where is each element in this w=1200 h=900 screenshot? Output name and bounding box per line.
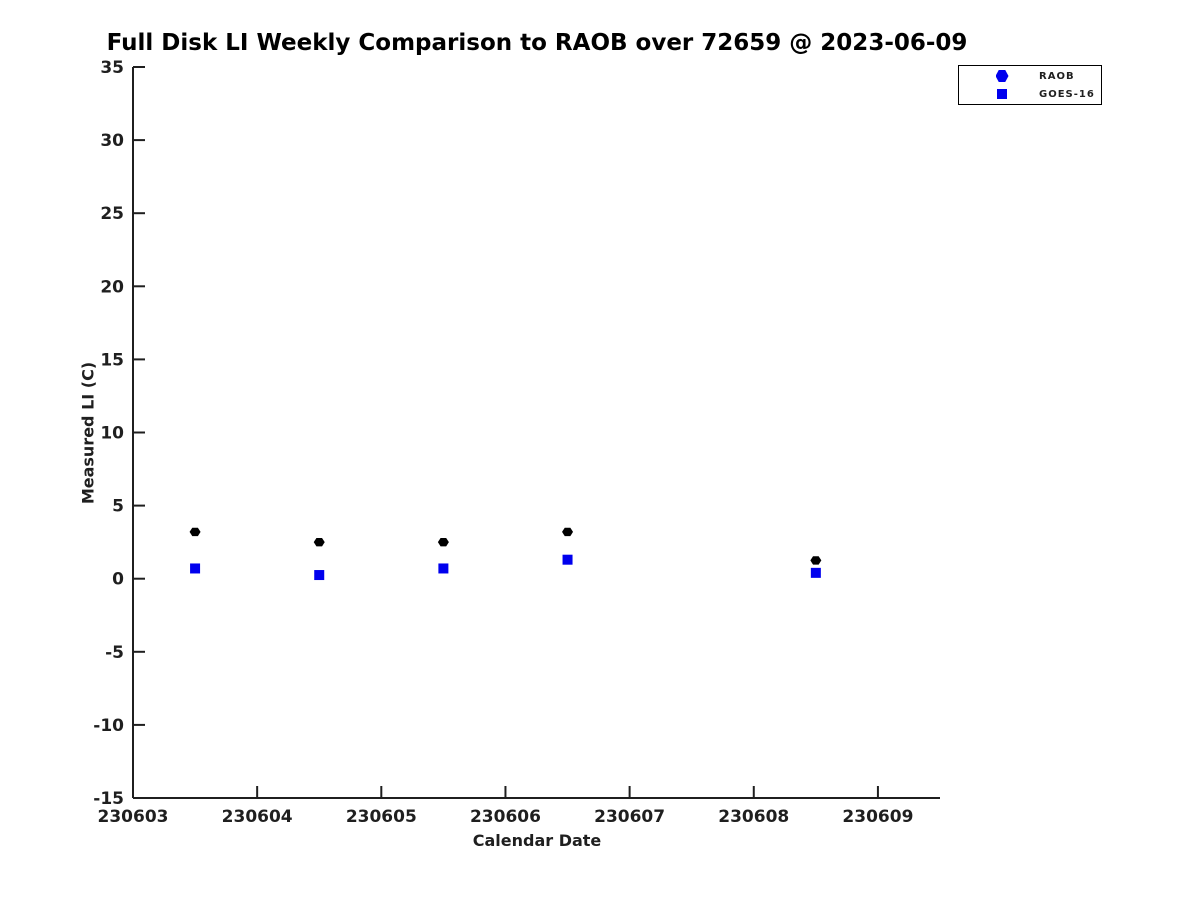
goes16-marker — [562, 554, 573, 565]
goes16-legend-marker-icon — [997, 89, 1007, 99]
raob-marker — [562, 527, 574, 537]
goes16-marker — [810, 567, 821, 578]
raob-marker — [437, 537, 449, 547]
y-tick-label: 10 — [100, 424, 124, 444]
y-tick-label: 35 — [100, 58, 124, 78]
y-tick-label: 15 — [100, 350, 124, 370]
raob-marker — [810, 556, 822, 565]
y-tick-label: 25 — [100, 204, 124, 224]
goes16-marker — [190, 563, 201, 574]
legend: RAOB GOES-16 — [958, 65, 1102, 105]
raob-legend-marker-icon — [995, 70, 1009, 82]
y-tick-label: 0 — [112, 570, 124, 590]
y-tick-label: 5 — [112, 497, 124, 517]
x-tick-label: 230609 — [842, 807, 913, 827]
y-tick-label: -5 — [105, 643, 124, 663]
x-tick-label: 230606 — [470, 807, 541, 827]
y-tick-label: -15 — [93, 789, 124, 809]
x-axis-label: Calendar Date — [472, 831, 602, 850]
y-tick-label: -10 — [93, 716, 124, 736]
raob-marker — [189, 527, 201, 537]
y-tick-label: 30 — [100, 131, 124, 151]
legend-row-goes16: GOES-16 — [959, 86, 1101, 102]
legend-label-raob: RAOB — [1039, 70, 1075, 82]
y-axis-label: Measured LI (C) — [78, 361, 98, 505]
x-tick-label: 230603 — [98, 807, 169, 827]
goes16-marker — [314, 570, 325, 581]
y-tick-label: 20 — [100, 277, 124, 297]
x-tick-label: 230605 — [346, 807, 417, 827]
goes16-marker — [438, 563, 449, 574]
raob-marker — [313, 537, 325, 547]
chart-title: Full Disk LI Weekly Comparison to RAOB o… — [106, 30, 968, 56]
x-tick-label: 230608 — [718, 807, 789, 827]
x-tick-label: 230607 — [594, 807, 665, 827]
legend-label-goes16: GOES-16 — [1039, 88, 1095, 100]
legend-row-raob: RAOB — [959, 68, 1101, 84]
x-tick-label: 230604 — [222, 807, 293, 827]
